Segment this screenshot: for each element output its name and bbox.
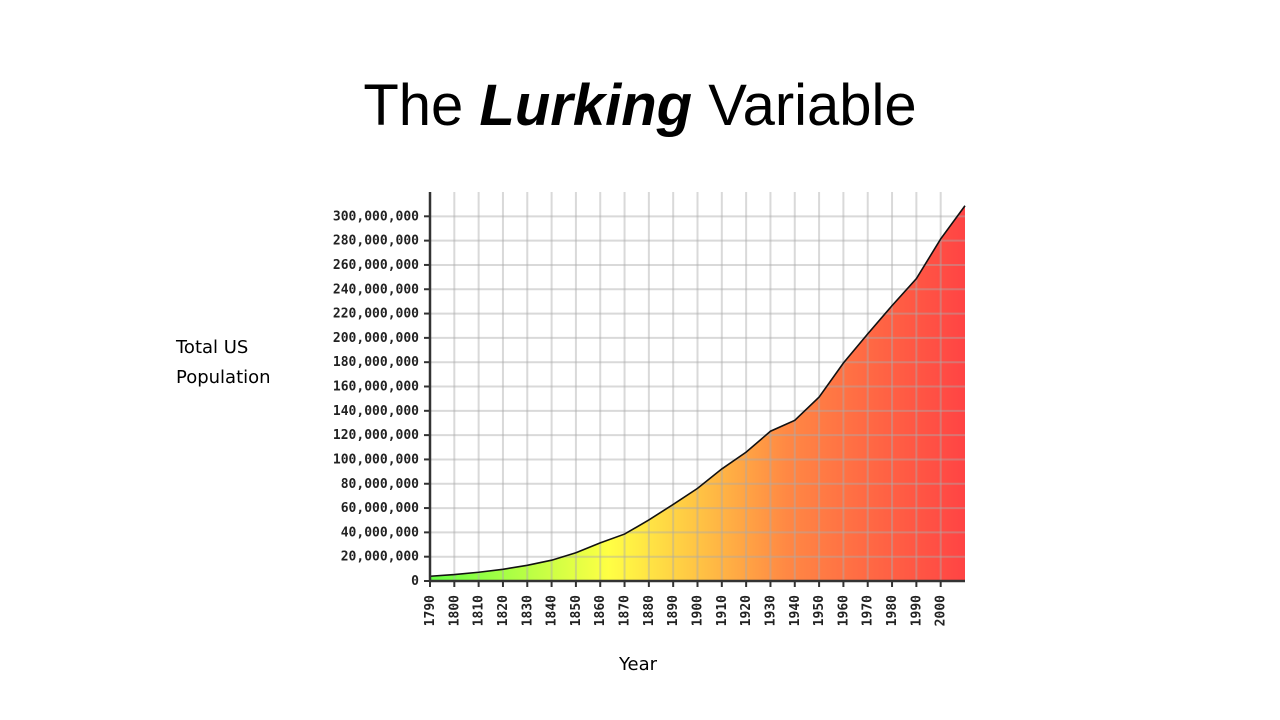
- y-tick-label: 120,000,000: [333, 428, 419, 443]
- y-tick-label: 40,000,000: [341, 525, 419, 540]
- x-tick-label: 1960: [836, 595, 851, 626]
- y-tick-label: 100,000,000: [333, 452, 419, 467]
- y-tick-label: 180,000,000: [333, 355, 419, 370]
- title-emphasis: Lurking: [479, 73, 693, 138]
- y-tick-label: 80,000,000: [341, 477, 419, 492]
- x-tick-label: 1880: [642, 595, 657, 626]
- title-word: Variable: [708, 73, 917, 138]
- y-tick-label: 240,000,000: [333, 282, 419, 297]
- x-tick-label: 1840: [545, 595, 560, 626]
- x-tick-label: 1810: [472, 595, 487, 626]
- x-tick-label: 1940: [788, 595, 803, 626]
- y-axis-label: Total US Population: [176, 337, 271, 388]
- y-tick-label: 220,000,000: [333, 307, 419, 322]
- title-word: The: [363, 73, 464, 138]
- x-tick-label: 1850: [569, 595, 584, 626]
- x-tick-label: 2000: [934, 595, 949, 626]
- x-tick-label: 1950: [812, 595, 827, 626]
- x-tick-label: 1910: [715, 595, 730, 626]
- x-tick-label: 1800: [447, 595, 462, 626]
- x-tick-label: 1790: [423, 595, 438, 626]
- x-tick-label: 1930: [763, 595, 778, 626]
- x-tick-label: 1870: [618, 595, 633, 626]
- y-tick-label: 280,000,000: [333, 234, 419, 249]
- x-tick-label: 1830: [520, 595, 535, 626]
- x-tick-label: 1970: [861, 595, 876, 626]
- x-tick-label: 1980: [885, 595, 900, 626]
- x-tick-label: 1900: [691, 595, 706, 626]
- y-tick-label: 200,000,000: [333, 331, 419, 346]
- area-fill: [430, 205, 965, 581]
- y-tick-label: 260,000,000: [333, 258, 419, 273]
- y-tick-label: 160,000,000: [333, 380, 419, 395]
- y-tick-label: 20,000,000: [341, 550, 419, 565]
- x-tick-label: 1890: [666, 595, 681, 626]
- x-tick-label: 1990: [909, 595, 924, 626]
- y-tick-label: 300,000,000: [333, 209, 419, 224]
- x-tick-label: 1860: [593, 595, 608, 626]
- y-tick-label: 60,000,000: [341, 501, 419, 516]
- x-axis-label: Year: [618, 654, 658, 675]
- x-tick-label: 1820: [496, 595, 511, 626]
- y-tick-label: 0: [411, 574, 419, 589]
- y-tick-label: 140,000,000: [333, 404, 419, 419]
- slide-title: The Lurking Variable: [0, 68, 1280, 144]
- x-tick-label: 1920: [739, 595, 754, 626]
- area-line: [429, 205, 966, 578]
